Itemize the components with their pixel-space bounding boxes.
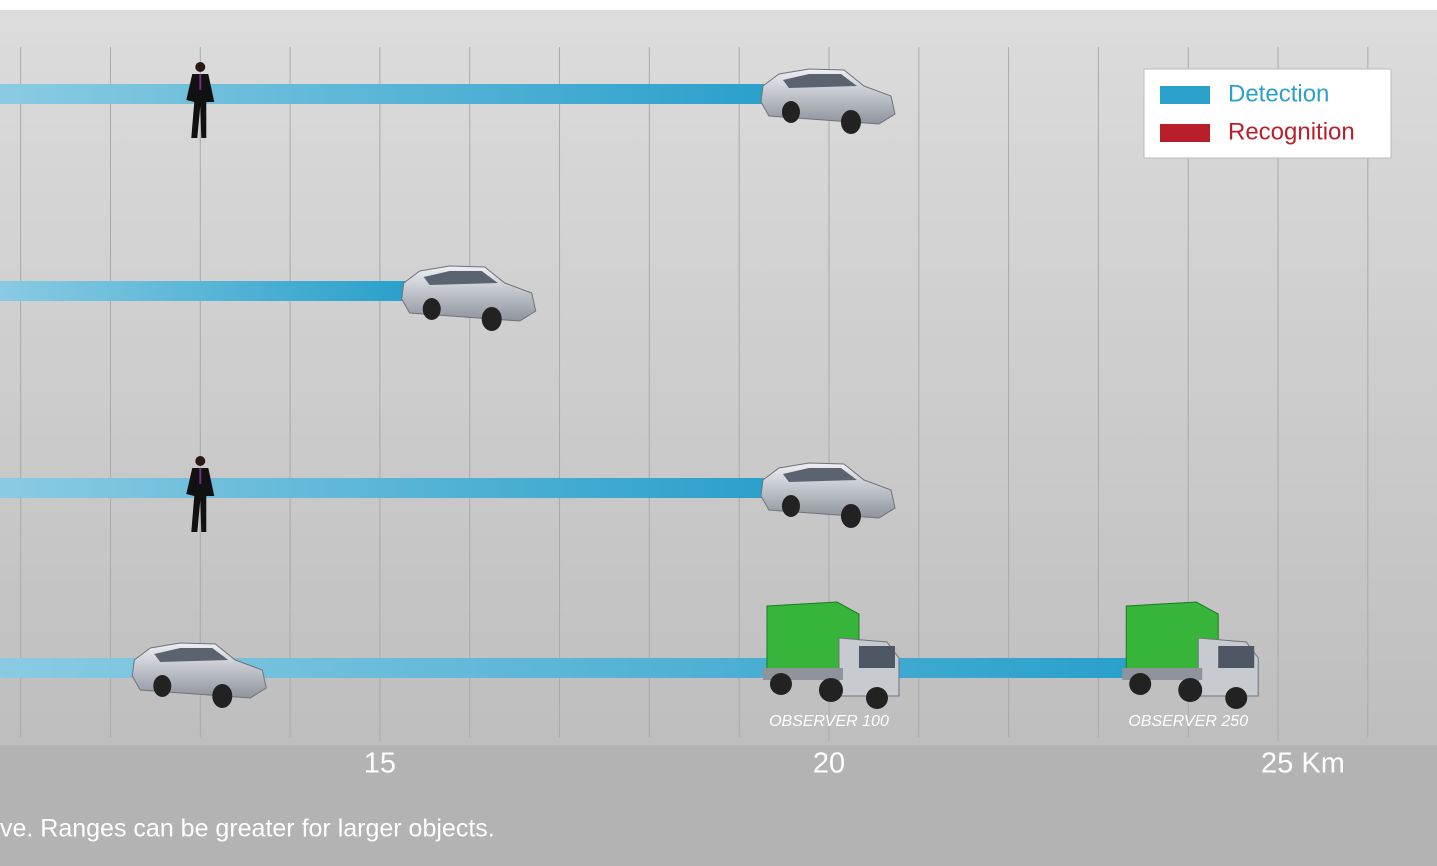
person-body <box>186 468 215 532</box>
truck-window <box>858 646 895 668</box>
truck-icon <box>762 601 900 709</box>
car-window <box>154 648 229 662</box>
car-window <box>782 468 857 482</box>
truck-wheel <box>1225 687 1248 709</box>
truck-wheel <box>865 687 888 709</box>
legend-label: Recognition <box>1228 118 1355 145</box>
car-wheel <box>212 684 233 708</box>
car-wheel <box>840 110 861 134</box>
car-icon <box>131 642 267 708</box>
person-head <box>195 62 206 72</box>
x-tick-label: 20 <box>813 748 845 780</box>
car-wheel <box>481 307 502 331</box>
person-icon <box>186 456 215 532</box>
truck-wheel <box>1129 673 1152 695</box>
bar-sheen <box>0 281 407 301</box>
truck-wheel <box>818 678 843 702</box>
bar-sheen <box>0 84 767 104</box>
legend: Detection Recognition <box>1143 68 1392 159</box>
person-head <box>195 456 206 466</box>
observer-label: OBSERVER 250 <box>1128 713 1248 730</box>
person-icon <box>186 62 215 138</box>
car-icon <box>760 462 896 528</box>
car-wheel <box>840 504 861 528</box>
car-wheel <box>422 298 441 320</box>
legend-swatch <box>1160 86 1210 104</box>
person-body <box>186 74 215 138</box>
car-wheel <box>781 101 800 123</box>
footer-band <box>0 745 1437 866</box>
footnote: ve. Ranges can be greater for larger obj… <box>0 815 495 843</box>
legend-box <box>1143 68 1392 159</box>
legend-label: Detection <box>1228 80 1329 107</box>
car-window <box>423 271 498 285</box>
truck-icon <box>1122 601 1259 709</box>
observer-label: OBSERVER 100 <box>769 713 889 730</box>
x-tick-label: 15 <box>364 748 396 780</box>
car-icon <box>401 265 537 331</box>
car-window <box>782 74 857 88</box>
truck-wheel <box>769 673 792 695</box>
x-tick-label: 25 Km <box>1261 748 1345 780</box>
truck-window <box>1218 646 1255 668</box>
bar-sheen <box>0 478 767 498</box>
legend-swatch <box>1160 124 1210 142</box>
truck-wheel <box>1178 678 1203 702</box>
car-wheel <box>153 675 172 697</box>
car-icon <box>760 68 896 134</box>
car-wheel <box>781 495 800 517</box>
